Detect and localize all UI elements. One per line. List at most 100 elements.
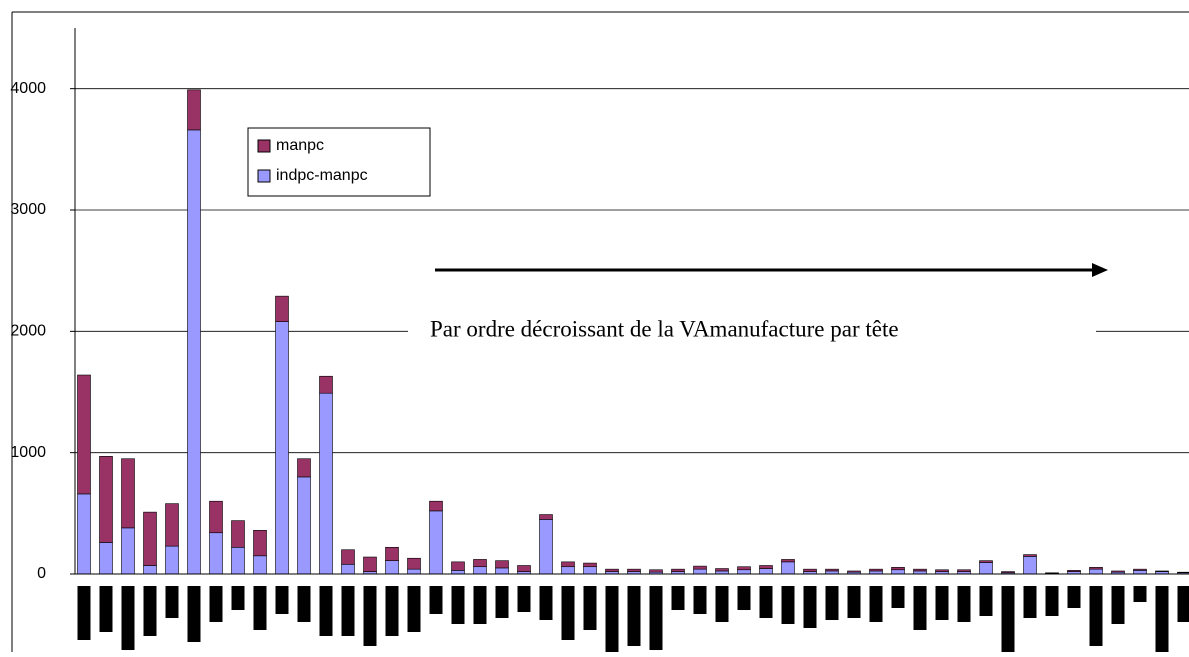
bar-segment [210,501,223,533]
label-block [122,586,135,650]
bar-segment [1090,569,1103,574]
bar-segment [430,501,443,511]
bar-segment [254,556,267,574]
bar-segment [782,562,795,574]
label-block [298,586,311,622]
bar-segment [430,511,443,574]
y-tick-label: 1000 [10,444,46,461]
bar-segment [474,559,487,566]
label-block [1024,586,1037,618]
y-tick-label: 4000 [10,80,46,97]
label-block [518,586,531,612]
label-block [936,586,949,620]
label-block [232,586,245,610]
bar-segment [122,528,135,574]
bar-segment [342,564,355,574]
bar-segment [738,570,751,574]
label-block [1068,586,1081,608]
bar-segment [144,566,157,574]
bar-segment [650,570,663,572]
legend-swatch [258,170,270,182]
bar-segment [540,515,553,520]
label-block [738,586,751,610]
bar-segment [386,561,399,574]
bar-segment [562,562,575,567]
label-block [1134,586,1147,602]
bar-segment [78,375,91,494]
bar-segment [540,519,553,574]
bar-segment [342,550,355,565]
label-block [562,586,575,640]
label-block [276,586,289,614]
label-block [78,586,91,640]
bar-segment [254,530,267,555]
label-block [870,586,883,622]
label-block [210,586,223,622]
bar-segment [232,521,245,548]
bar-segment [452,570,465,574]
bar-segment [232,547,245,574]
label-block [848,586,861,618]
bar-segment [892,567,905,569]
label-block [1090,586,1103,646]
bar-segment [122,459,135,528]
label-block [188,586,201,642]
label-block [364,586,377,646]
bar-segment [936,570,949,572]
bar-segment [1112,571,1125,572]
bar-segment [1090,567,1103,569]
bar-segment [760,569,773,574]
bar-segment [298,459,311,477]
label-block [826,586,839,620]
bar-segment [166,504,179,546]
bar-segment [386,547,399,560]
bar-segment [364,557,377,572]
bar-segment [188,130,201,574]
label-block [474,586,487,624]
bar-segment [1002,572,1015,573]
bar-segment [584,567,597,574]
label-block [914,586,927,630]
bar-segment [144,512,157,565]
bar-segment [694,566,707,569]
bar-segment [1134,569,1147,570]
label-block [144,586,157,636]
bar-segment [584,563,597,567]
bar-segment [276,322,289,574]
bar-segment [452,562,465,570]
label-block [1046,586,1059,616]
label-block [386,586,399,636]
bar-segment [914,569,927,571]
label-block [320,586,333,636]
bar-segment [628,569,641,571]
label-block [430,586,443,614]
bar-segment [958,570,971,572]
bar-segment [1024,555,1037,557]
label-block [672,586,685,610]
bar-segment [78,494,91,574]
bar-segment [166,546,179,574]
legend-label: indpc-manpc [276,167,368,184]
bar-segment [1156,571,1169,572]
bar-segment [716,569,729,571]
label-block [650,586,663,650]
bar-segment [100,456,113,542]
bar-segment [694,569,707,574]
bar-segment [408,569,421,574]
bar-segment [474,567,487,574]
bar-segment [1134,570,1147,574]
label-block [1156,586,1169,652]
label-block [958,586,971,622]
y-tick-label: 0 [37,565,46,582]
y-tick-label: 3000 [10,201,46,218]
bar-segment [188,90,201,130]
label-block [1178,586,1189,622]
legend-swatch [258,140,270,152]
bar-segment [496,568,509,574]
annotation: Par ordre décroissant de la VAmanufactur… [430,316,899,341]
label-block [100,586,113,632]
label-block [496,586,509,618]
label-block [166,586,179,618]
bar-segment [496,561,509,568]
bar-segment [518,566,531,572]
